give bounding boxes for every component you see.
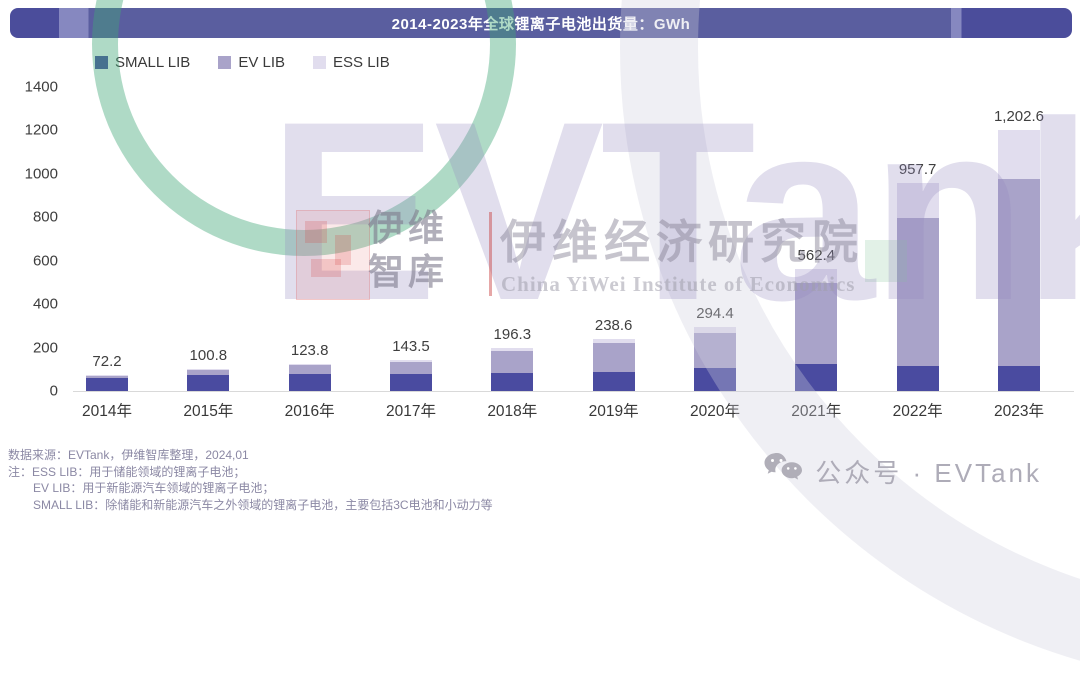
bar-segment-small-lib bbox=[694, 368, 736, 391]
x-axis-label-2016年: 2016年 bbox=[265, 399, 355, 421]
note-ev-lib: EV LIB：用于新能源汽车领域的锂离子电池； bbox=[8, 480, 493, 497]
x-axis-label-2019年: 2019年 bbox=[569, 399, 659, 421]
y-axis-tick-label: 400 bbox=[8, 296, 58, 313]
y-axis-tick-label: 1400 bbox=[8, 79, 58, 96]
bar-2014年 bbox=[86, 375, 128, 391]
bar-segment-small-lib bbox=[998, 366, 1040, 391]
bar-segment-ev-lib bbox=[897, 218, 939, 367]
bar-segment-small-lib bbox=[187, 375, 229, 391]
legend-swatch-small-lib bbox=[95, 56, 108, 69]
x-axis-label-2017年: 2017年 bbox=[366, 399, 456, 421]
bar-segment-small-lib bbox=[897, 366, 939, 391]
bar-segment-ess-lib bbox=[897, 183, 939, 218]
wechat-icon bbox=[763, 452, 803, 491]
x-axis-label-2020年: 2020年 bbox=[670, 399, 760, 421]
bar-segment-ess-lib bbox=[795, 269, 837, 283]
bar-2019年 bbox=[593, 339, 635, 391]
data-label-2021年: 562.4 bbox=[771, 247, 861, 264]
data-source-note: 数据来源：EVTank，伊维智库整理，2024,01 bbox=[8, 447, 493, 464]
y-axis-tick-label: 0 bbox=[8, 383, 58, 400]
data-label-2022年: 957.7 bbox=[873, 161, 963, 178]
data-label-2014年: 72.2 bbox=[62, 353, 152, 370]
note-ess-lib: 注：ESS LIB：用于储能领域的锂离子电池； bbox=[8, 464, 493, 481]
bar-segment-ev-lib bbox=[390, 362, 432, 374]
bar-2018年 bbox=[491, 348, 533, 391]
x-axis-label-2023年: 2023年 bbox=[974, 399, 1064, 421]
bar-segment-ev-lib bbox=[289, 365, 331, 374]
bar-2022年 bbox=[897, 183, 939, 391]
bar-segment-ev-lib bbox=[795, 283, 837, 364]
legend-swatch-ev-lib bbox=[218, 56, 231, 69]
data-label-2020年: 294.4 bbox=[670, 305, 760, 322]
y-axis-tick-label: 200 bbox=[8, 339, 58, 356]
footer-notes: 数据来源：EVTank，伊维智库整理，2024,01 注：ESS LIB：用于储… bbox=[8, 447, 493, 513]
bar-segment-ev-lib bbox=[694, 333, 736, 367]
bar-segment-small-lib bbox=[491, 373, 533, 391]
bar-2020年 bbox=[694, 327, 736, 391]
data-label-2017年: 143.5 bbox=[366, 338, 456, 355]
bar-segment-ev-lib bbox=[593, 343, 635, 372]
wechat-account-label: 公众号 · EVTank bbox=[815, 453, 1042, 490]
bar-segment-ess-lib bbox=[998, 130, 1040, 179]
bar-segment-small-lib bbox=[593, 372, 635, 391]
legend-label-ess-lib: ESS LIB bbox=[333, 54, 390, 71]
legend-item-small-lib: SMALL LIB bbox=[95, 54, 190, 71]
bar-segment-small-lib bbox=[289, 374, 331, 391]
bar-2016年 bbox=[289, 364, 331, 391]
x-axis-label-2022年: 2022年 bbox=[873, 399, 963, 421]
legend: SMALL LIB EV LIB ESS LIB bbox=[95, 54, 390, 71]
bar-segment-ev-lib bbox=[491, 351, 533, 373]
bar-2015年 bbox=[187, 369, 229, 391]
y-axis-tick-label: 1200 bbox=[8, 122, 58, 139]
x-axis-label-2014年: 2014年 bbox=[62, 399, 152, 421]
bar-segment-small-lib bbox=[390, 374, 432, 391]
bar-segment-ev-lib bbox=[998, 179, 1040, 367]
stacked-bar-chart: 0 200 400 600 800 1000 1200 1400 72.2 2014年 100.8 2… bbox=[0, 0, 1080, 518]
x-axis-line bbox=[73, 391, 1074, 392]
y-axis-tick-label: 600 bbox=[8, 252, 58, 269]
bar-2021年 bbox=[795, 269, 837, 391]
bar-2023年 bbox=[998, 130, 1040, 391]
x-axis-label-2021年: 2021年 bbox=[771, 399, 861, 421]
y-axis-tick-label: 1000 bbox=[8, 165, 58, 182]
legend-item-ess-lib: ESS LIB bbox=[313, 54, 390, 71]
x-axis-label-2018年: 2018年 bbox=[467, 399, 557, 421]
legend-swatch-ess-lib bbox=[313, 56, 326, 69]
bar-segment-small-lib bbox=[795, 364, 837, 391]
data-label-2019年: 238.6 bbox=[569, 317, 659, 334]
data-label-2016年: 123.8 bbox=[265, 342, 355, 359]
data-label-2023年: 1,202.6 bbox=[974, 108, 1064, 125]
legend-label-ev-lib: EV LIB bbox=[238, 54, 285, 71]
bar-segment-small-lib bbox=[86, 378, 128, 391]
y-axis-tick-label: 800 bbox=[8, 209, 58, 226]
note-small-lib: SMALL LIB：除储能和新能源汽车之外领域的锂离子电池，主要包括3C电池和小… bbox=[8, 497, 493, 514]
legend-item-ev-lib: EV LIB bbox=[218, 54, 285, 71]
bar-2017年 bbox=[390, 360, 432, 391]
x-axis-label-2015年: 2015年 bbox=[163, 399, 253, 421]
data-label-2018年: 196.3 bbox=[467, 326, 557, 343]
legend-label-small-lib: SMALL LIB bbox=[115, 54, 190, 71]
data-label-2015年: 100.8 bbox=[163, 347, 253, 364]
wechat-account-badge: 公众号 · EVTank bbox=[763, 452, 1042, 491]
